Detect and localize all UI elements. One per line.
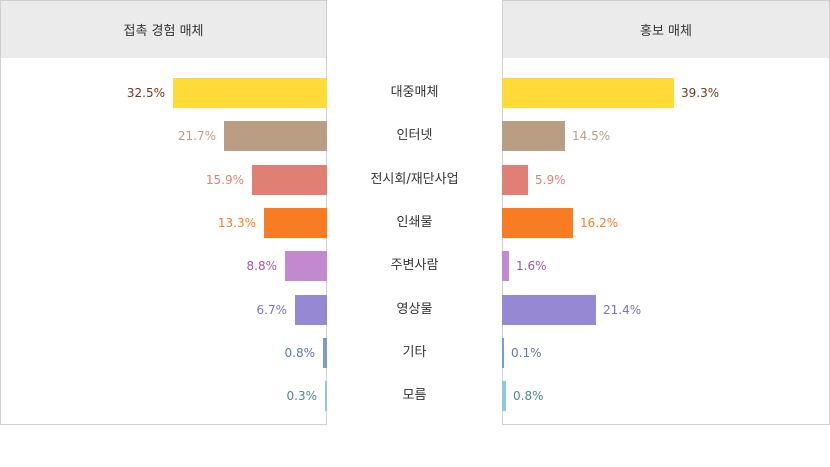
contact-bar xyxy=(285,251,327,281)
category-label: 대중매체 xyxy=(390,85,439,100)
promo-bar xyxy=(502,165,528,195)
category-label: 전시회/재단사업 xyxy=(370,172,459,187)
promo-value-label: 14.5% xyxy=(572,129,611,143)
contact-bar xyxy=(264,208,327,238)
promo-value-label: 1.6% xyxy=(516,259,547,273)
contact-value-label: 8.8% xyxy=(246,259,278,273)
contact-bar xyxy=(323,338,327,368)
contact-media-header: 접촉 경험 매체 xyxy=(1,1,326,58)
contact-value-label: 6.7% xyxy=(256,303,288,317)
promo-media-header: 홍보 매체 xyxy=(503,1,829,58)
category-label: 영상물 xyxy=(396,302,433,317)
promo-bar xyxy=(502,208,573,238)
promo-value-label: 0.1% xyxy=(511,346,542,360)
contact-value-label: 21.7% xyxy=(177,129,216,143)
category-label: 주변사람 xyxy=(390,258,439,273)
contact-bar xyxy=(295,295,327,325)
contact-value-label: 32.5% xyxy=(126,86,165,100)
promo-value-label: 39.3% xyxy=(681,86,720,100)
contact-value-label: 0.3% xyxy=(286,389,318,403)
promo-bar xyxy=(502,295,596,325)
promo-value-label: 0.8% xyxy=(513,389,544,403)
category-label: 기타 xyxy=(402,345,427,360)
category-label: 인쇄물 xyxy=(396,215,433,230)
promo-bar xyxy=(502,338,504,368)
contact-bar xyxy=(224,121,327,151)
category-label: 인터넷 xyxy=(396,128,433,143)
promo-value-label: 21.4% xyxy=(603,303,642,317)
contact-bar xyxy=(252,165,327,195)
promo-value-label: 5.9% xyxy=(535,173,566,187)
category-label: 모름 xyxy=(402,388,427,403)
promo-bar xyxy=(502,381,506,411)
contact-value-label: 13.3% xyxy=(217,216,256,230)
promo-bar xyxy=(502,78,674,108)
contact-bar xyxy=(173,78,327,108)
promo-bar xyxy=(502,121,565,151)
promo-value-label: 16.2% xyxy=(580,216,619,230)
contact-value-label: 0.8% xyxy=(284,346,316,360)
contact-value-label: 15.9% xyxy=(205,173,244,187)
contact-bar xyxy=(325,381,327,411)
promo-bar xyxy=(502,251,509,281)
